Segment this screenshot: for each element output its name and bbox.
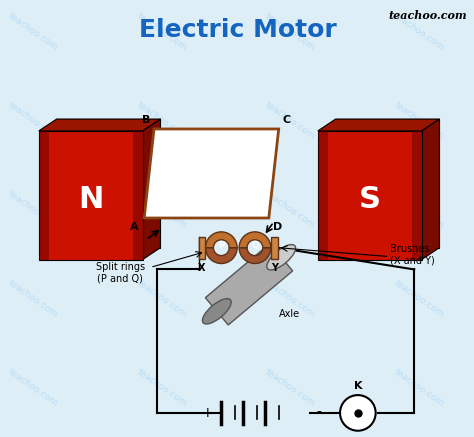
Text: teachoo.com: teachoo.com: [264, 279, 317, 319]
Text: -: -: [316, 406, 321, 420]
Wedge shape: [205, 232, 237, 248]
Text: teachoo.com: teachoo.com: [7, 101, 60, 142]
Text: teachoo.com: teachoo.com: [264, 101, 317, 142]
Text: Y: Y: [271, 263, 278, 273]
Polygon shape: [39, 131, 49, 260]
Text: teachoo.com: teachoo.com: [136, 190, 189, 231]
Text: teachoo.com: teachoo.com: [7, 190, 60, 231]
Polygon shape: [318, 131, 328, 260]
Text: teachoo.com: teachoo.com: [7, 11, 60, 52]
Text: Q: Q: [251, 241, 259, 250]
Text: teachoo.com: teachoo.com: [388, 10, 467, 21]
Polygon shape: [205, 243, 292, 325]
Polygon shape: [133, 131, 143, 260]
Polygon shape: [144, 129, 279, 218]
Text: Axle: Axle: [279, 309, 300, 319]
Text: teachoo.com: teachoo.com: [264, 190, 317, 231]
Text: Brushes
(X and Y): Brushes (X and Y): [390, 244, 434, 265]
Text: D: D: [273, 222, 282, 232]
Text: S: S: [359, 185, 381, 214]
Text: teachoo.com: teachoo.com: [392, 101, 446, 142]
Text: teachoo.com: teachoo.com: [136, 368, 189, 409]
Polygon shape: [39, 131, 143, 260]
Wedge shape: [239, 248, 271, 264]
Bar: [199, 237, 205, 259]
Text: K: K: [354, 381, 362, 391]
Text: C: C: [283, 115, 291, 125]
Polygon shape: [56, 119, 161, 248]
Text: teachoo.com: teachoo.com: [392, 190, 446, 231]
Text: teachoo.com: teachoo.com: [392, 279, 446, 319]
Polygon shape: [336, 119, 439, 248]
Ellipse shape: [202, 298, 231, 324]
Polygon shape: [422, 119, 439, 260]
Text: A: A: [129, 222, 138, 232]
Polygon shape: [318, 119, 439, 131]
Text: teachoo.com: teachoo.com: [136, 279, 189, 319]
Circle shape: [340, 395, 376, 431]
Text: teachoo.com: teachoo.com: [7, 279, 60, 319]
Text: X: X: [198, 263, 206, 273]
Wedge shape: [239, 232, 271, 248]
Text: teachoo.com: teachoo.com: [392, 368, 446, 409]
Polygon shape: [39, 119, 161, 131]
Text: +: +: [202, 406, 213, 420]
Text: teachoo.com: teachoo.com: [7, 368, 60, 409]
Text: teachoo.com: teachoo.com: [136, 101, 189, 142]
Polygon shape: [143, 119, 161, 260]
Text: teachoo.com: teachoo.com: [264, 368, 317, 409]
Text: N: N: [78, 185, 103, 214]
Text: P: P: [218, 241, 225, 250]
Text: Split rings
(P and Q): Split rings (P and Q): [96, 261, 145, 283]
Wedge shape: [205, 248, 237, 264]
Text: teachoo.com: teachoo.com: [392, 11, 446, 52]
Text: teachoo.com: teachoo.com: [136, 11, 189, 52]
Text: B: B: [142, 115, 150, 125]
Text: Electric Motor: Electric Motor: [139, 18, 337, 42]
Ellipse shape: [267, 245, 296, 270]
Bar: [271, 237, 278, 259]
Polygon shape: [318, 131, 422, 260]
Polygon shape: [412, 131, 422, 260]
Text: teachoo.com: teachoo.com: [264, 11, 317, 52]
